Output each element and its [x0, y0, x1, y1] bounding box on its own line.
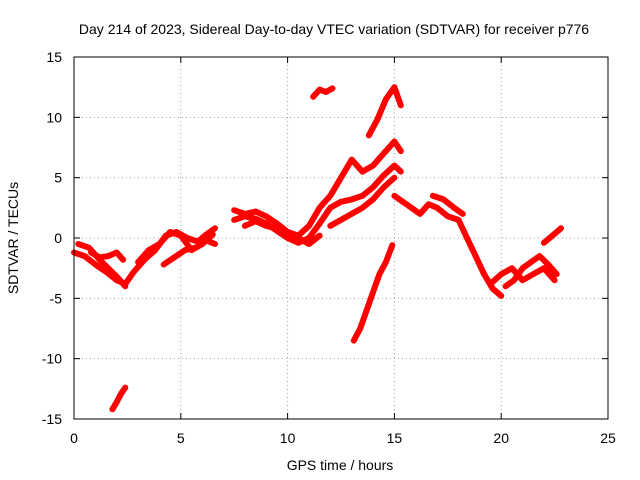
- series-track-16: [487, 265, 558, 287]
- series-track-5: [160, 237, 218, 268]
- y-axis: -15 -10 -5 0 5 10 15: [42, 49, 608, 427]
- x-tick-label: 20: [493, 430, 509, 446]
- chart-title: Day 214 of 2023, Sidereal Day-to-day VTE…: [79, 21, 589, 37]
- data-traces: [71, 84, 564, 413]
- series-track-18: [540, 225, 564, 246]
- x-axis-label: GPS time / hours: [287, 457, 394, 473]
- series-track-7: [231, 162, 404, 246]
- series-track-11: [310, 85, 336, 100]
- y-tick-label: 0: [54, 230, 62, 246]
- y-tick-label: 15: [46, 49, 62, 65]
- series-track-8: [231, 138, 404, 239]
- x-tick-label: 10: [280, 430, 296, 446]
- series-track-3: [88, 249, 127, 263]
- x-tick-label: 25: [600, 430, 616, 446]
- y-tick-label: -15: [42, 411, 62, 427]
- series-track-2: [75, 241, 129, 290]
- x-axis: 0 5 10 15 20 25: [70, 57, 616, 446]
- y-tick-label: 10: [46, 109, 62, 125]
- series-track-10: [327, 174, 398, 229]
- x-tick-label: 0: [70, 430, 78, 446]
- grid: [74, 57, 608, 419]
- y-tick-label: -10: [42, 351, 62, 367]
- series-track-9: [241, 218, 323, 247]
- series-track-12: [365, 84, 404, 139]
- series-track-15: [350, 242, 396, 344]
- y-tick-label: 5: [54, 170, 62, 186]
- series-track-1: [71, 225, 218, 287]
- y-axis-label: SDTVAR / TECUs: [5, 182, 21, 294]
- x-tick-label: 15: [387, 430, 403, 446]
- x-tick-label: 5: [177, 430, 185, 446]
- series-track-14: [429, 192, 466, 217]
- series-track-17: [502, 253, 560, 290]
- series-track-6: [109, 384, 129, 413]
- y-tick-label: -5: [50, 290, 63, 306]
- series-track-13: [391, 192, 505, 299]
